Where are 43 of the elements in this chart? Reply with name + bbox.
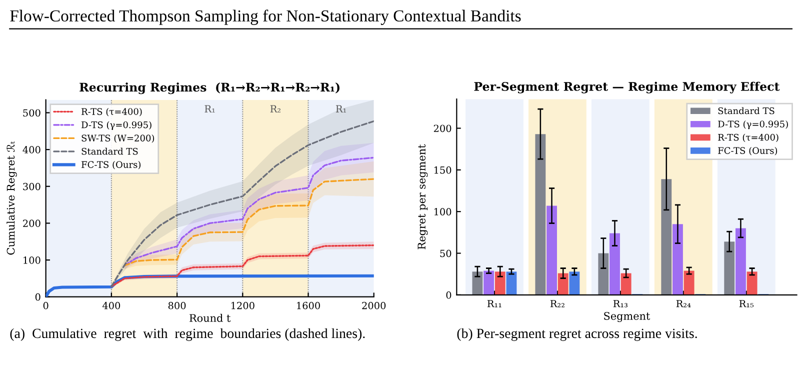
x-tick-label: 2000 bbox=[362, 302, 386, 310]
y-tick-label: 500 bbox=[23, 109, 40, 117]
legend-label: FC-TS (Ours) bbox=[718, 146, 778, 156]
x-tick-label: R₂₂ bbox=[550, 300, 564, 308]
legend-label: SW-TS (W=200) bbox=[82, 134, 154, 143]
legend-label: R-TS (τ=400) bbox=[82, 108, 142, 116]
y-tick-label: 400 bbox=[22, 146, 40, 154]
band-label: R₁ bbox=[204, 105, 215, 112]
x-tick-label: R₁₃ bbox=[613, 300, 628, 308]
x-axis-title: Segment bbox=[604, 312, 650, 322]
x-tick-label: 0 bbox=[43, 302, 48, 310]
x-tick-label: 800 bbox=[168, 302, 186, 310]
legend-label: D-TS (γ=0.995) bbox=[82, 121, 152, 130]
text: (b) Per-segment regret across regime visits. bbox=[457, 328, 697, 341]
y-tick-label: 0 bbox=[35, 293, 40, 301]
x-tick-label: R₁₁ bbox=[487, 300, 502, 308]
y-axis-title: Cumulative Regret ℛₜ bbox=[6, 141, 17, 255]
y-tick-label: 200 bbox=[434, 124, 452, 132]
y-axis-title: Regret per segment bbox=[418, 144, 428, 250]
legend-label: Standard TS bbox=[82, 148, 138, 155]
legend-label: FC-TS (Ours) bbox=[82, 160, 140, 170]
y-tick-label: 150 bbox=[434, 166, 452, 174]
band-label: R₁ bbox=[336, 105, 346, 112]
band-label: R₂ bbox=[270, 105, 280, 112]
chart-title: Per-Segment Regret — Regime Memory Effect bbox=[474, 82, 780, 94]
y-tick-label: 50 bbox=[440, 250, 452, 258]
x-tick-label: 400 bbox=[102, 302, 120, 310]
legend-label: Standard TS bbox=[718, 107, 774, 114]
x-tick-label: 1600 bbox=[297, 302, 320, 310]
x-axis-title: Round t bbox=[190, 314, 231, 322]
x-tick-label: R₂₄ bbox=[676, 300, 691, 308]
legend-label: R-TS (τ=400) bbox=[718, 134, 778, 142]
text: Flow-Corrected Thompson Sampling for Non-Stationary Contextual Bandits bbox=[10, 10, 521, 25]
y-tick-label: 100 bbox=[434, 208, 452, 216]
y-tick-label: 0 bbox=[446, 291, 452, 299]
y-tick-label: 100 bbox=[24, 256, 40, 264]
x-tick-label: R₁₅ bbox=[739, 300, 754, 308]
legend-label: D-TS (γ=0.995) bbox=[718, 120, 788, 130]
text: (a) Cumulative regret with regime boundaries (dashed lines). bbox=[10, 328, 365, 341]
x-tick-label: 1200 bbox=[231, 302, 254, 310]
chart-title: Recurring Regimes (R₁→R₂→R₁→R₂→R₁) bbox=[80, 82, 340, 94]
y-tick-label: 300 bbox=[23, 182, 40, 190]
y-tick-label: 200 bbox=[23, 220, 40, 228]
